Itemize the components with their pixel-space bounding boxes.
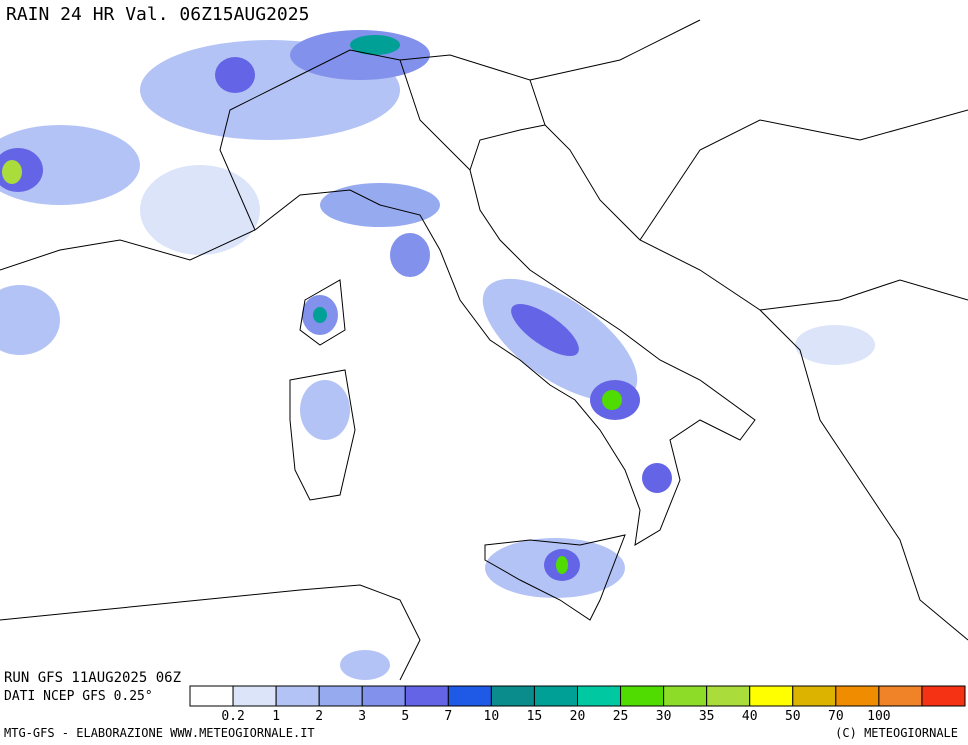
borders — [399, 19, 968, 311]
legend-label: 7 — [444, 709, 452, 724]
legend-label: 15 — [527, 709, 543, 724]
rain-area — [215, 57, 255, 93]
sardinia — [289, 369, 356, 501]
legend-swatch — [275, 685, 320, 707]
legend-label: 10 — [484, 709, 500, 724]
legend-label: 5 — [401, 709, 409, 724]
rain-area — [795, 325, 875, 365]
run-info: RUN GFS 11AUG2025 06Z — [4, 670, 181, 686]
legend-swatch — [706, 685, 751, 707]
balkan-coast — [544, 124, 968, 641]
legend-swatch — [835, 685, 880, 707]
alps-border — [219, 49, 546, 231]
france-coast — [0, 229, 256, 271]
legend-swatch — [663, 685, 708, 707]
legend-swatch — [921, 685, 966, 707]
rain-area — [642, 463, 672, 493]
rain-area — [602, 390, 622, 410]
legend-swatch — [404, 685, 449, 707]
data-source: DATI NCEP GFS 0.25° — [4, 689, 153, 704]
rain-area — [340, 650, 390, 680]
legend-swatch — [620, 685, 665, 707]
legend-swatch — [447, 685, 492, 707]
legend-swatch — [490, 685, 535, 707]
legend-label: 20 — [570, 709, 586, 724]
legend-swatch — [189, 685, 234, 707]
rain-field — [0, 30, 875, 680]
legend-label: 1 — [272, 709, 280, 724]
rain-area — [300, 380, 350, 440]
rain-area — [390, 233, 430, 277]
italy-outline — [254, 124, 756, 546]
legend-swatch — [577, 685, 622, 707]
legend-swatch — [232, 685, 277, 707]
rain-area — [511, 303, 579, 357]
map-title: RAIN 24 HR Val. 06Z15AUG2025 — [6, 4, 309, 25]
rain-area — [140, 165, 260, 255]
color-legend: 0.2 1 2 3 5 7 10 15 20 25 30 35 40 50 70 100 — [189, 685, 966, 724]
legend-label: 35 — [699, 709, 715, 724]
legend-label: 3 — [358, 709, 366, 724]
africa-coast — [0, 584, 421, 681]
legend-swatch — [361, 685, 406, 707]
rain-area — [313, 307, 327, 323]
rain-area — [556, 556, 568, 574]
legend-label: 2 — [315, 709, 323, 724]
legend-swatch — [749, 685, 794, 707]
legend-label: 25 — [613, 709, 629, 724]
legend-swatch — [878, 685, 923, 707]
rain-area — [0, 285, 60, 355]
legend-swatch — [533, 685, 579, 707]
corsica — [299, 279, 346, 346]
legend-label: 70 — [828, 709, 844, 724]
copyright: (C) METEOGIORNALE — [835, 726, 958, 740]
legend-label: 100 — [867, 709, 890, 724]
rain-area — [2, 160, 22, 184]
legend-label: 0.2 — [221, 709, 244, 724]
legend-label: 40 — [742, 709, 758, 724]
legend-label: 50 — [785, 709, 801, 724]
credit: MTG-GFS - ELABORAZIONE WWW.METEOGIORNALE… — [4, 726, 315, 740]
legend-label: 30 — [656, 709, 672, 724]
coastlines — [0, 19, 968, 681]
legend-swatch — [792, 685, 837, 707]
rain-area — [350, 35, 400, 55]
sicily — [484, 534, 626, 621]
legend-swatch — [318, 685, 363, 707]
title-box — [0, 0, 414, 26]
